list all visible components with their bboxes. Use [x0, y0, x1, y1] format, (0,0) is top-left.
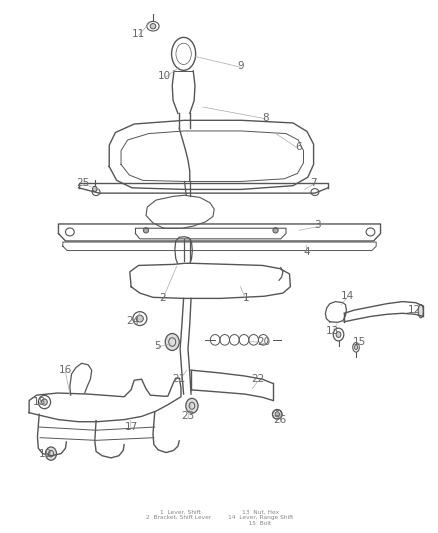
- Ellipse shape: [92, 186, 97, 191]
- Ellipse shape: [275, 411, 279, 417]
- Text: 9: 9: [237, 61, 243, 70]
- Ellipse shape: [336, 332, 340, 337]
- Text: 7: 7: [310, 177, 316, 188]
- Ellipse shape: [417, 304, 423, 318]
- Text: 1  Lever, Shift                      13  Nut, Hex
2  Bracket, Shift Lever       : 1 Lever, Shift 13 Nut, Hex 2 Bracket, Sh…: [145, 510, 293, 526]
- Text: 11: 11: [131, 29, 145, 39]
- Text: 26: 26: [272, 415, 286, 425]
- Ellipse shape: [165, 334, 179, 351]
- Ellipse shape: [136, 315, 143, 322]
- Text: 8: 8: [261, 112, 268, 123]
- Text: 12: 12: [407, 305, 420, 315]
- Text: 19: 19: [39, 449, 52, 458]
- Text: 24: 24: [126, 316, 139, 326]
- Text: 25: 25: [76, 177, 89, 188]
- Text: 1: 1: [242, 293, 248, 303]
- Text: 2: 2: [159, 293, 166, 303]
- Text: 3: 3: [314, 220, 321, 230]
- Text: 5: 5: [154, 341, 160, 351]
- Text: 18: 18: [32, 397, 46, 407]
- Text: 20: 20: [257, 337, 270, 347]
- Ellipse shape: [272, 228, 278, 233]
- Text: 10: 10: [158, 71, 171, 81]
- Text: 21: 21: [172, 374, 185, 384]
- Text: 6: 6: [294, 142, 301, 152]
- Text: 13: 13: [325, 326, 338, 336]
- Text: 22: 22: [251, 374, 264, 384]
- Ellipse shape: [185, 398, 198, 413]
- Ellipse shape: [150, 23, 155, 29]
- Ellipse shape: [143, 228, 148, 233]
- Text: 23: 23: [181, 411, 194, 422]
- Text: 4: 4: [303, 247, 310, 256]
- Text: 15: 15: [352, 337, 365, 347]
- Text: 14: 14: [340, 290, 353, 301]
- Ellipse shape: [46, 447, 57, 461]
- Ellipse shape: [42, 399, 47, 405]
- Text: 16: 16: [59, 365, 72, 375]
- Text: 17: 17: [124, 422, 138, 432]
- Ellipse shape: [354, 345, 357, 350]
